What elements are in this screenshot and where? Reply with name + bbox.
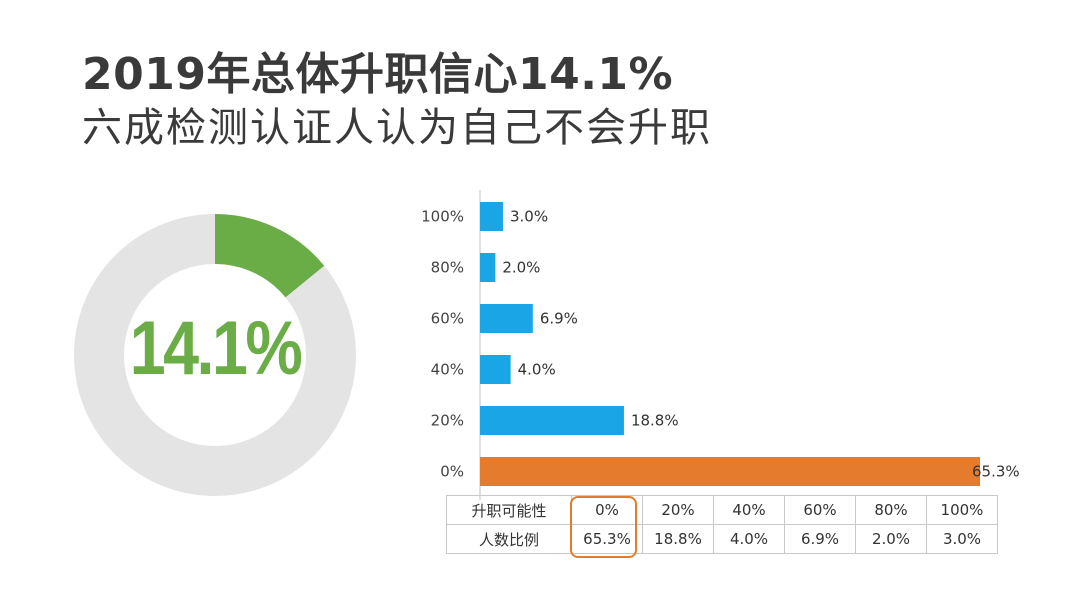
- data-label: 6.9%: [540, 310, 578, 328]
- table-cell: 60%: [784, 495, 856, 525]
- data-label: 65.3%: [972, 463, 1020, 481]
- table-cell: 18.8%: [642, 524, 714, 554]
- table-row: 人数比例 65.3% 18.8% 4.0% 6.9% 2.0% 3.0%: [446, 524, 998, 554]
- table-cell: 4.0%: [713, 524, 785, 554]
- table-cell: 2.0%: [855, 524, 927, 554]
- bar-chart: 100% 3.0% 80% 2.0% 60% 6.9% 40% 4.0% 20% 18.8% 0% 6…: [421, 190, 1020, 500]
- table-row: 升职可能性 0% 20% 40% 60% 80% 100%: [446, 495, 998, 525]
- y-tick-label: 0%: [440, 463, 464, 481]
- table-cell: 80%: [855, 495, 927, 525]
- highlight-box: [570, 496, 637, 558]
- chart-subtitle: 六成检测认证人认为自己不会升职: [82, 105, 712, 151]
- bar: [480, 253, 496, 282]
- data-label: 2.0%: [502, 259, 540, 277]
- y-tick-label: 20%: [431, 412, 464, 430]
- data-label: 4.0%: [518, 361, 556, 379]
- chart-title: 2019年总体升职信心14.1%: [82, 49, 674, 100]
- table-cell: 100%: [926, 495, 998, 525]
- table-cell: 3.0%: [926, 524, 998, 554]
- bar: [480, 457, 980, 486]
- data-table: 升职可能性 0% 20% 40% 60% 80% 100% 人数比例 65.3%…: [446, 495, 998, 554]
- bar: [480, 406, 624, 435]
- table-row-header: 人数比例: [446, 524, 572, 554]
- donut-chart: [74, 214, 356, 496]
- table-cell: 40%: [713, 495, 785, 525]
- table-cell: 65.3%: [571, 524, 643, 554]
- table-cell: 20%: [642, 495, 714, 525]
- y-tick-label: 40%: [431, 361, 464, 379]
- data-label: 18.8%: [631, 412, 679, 430]
- donut-value-label: 14.1%: [129, 306, 303, 391]
- data-label: 3.0%: [510, 208, 548, 226]
- bar: [480, 355, 511, 384]
- bar: [480, 202, 503, 231]
- table-cell: 6.9%: [784, 524, 856, 554]
- donut-value-arc: [214, 214, 325, 299]
- table-row-header: 升职可能性: [446, 495, 572, 525]
- y-tick-label: 60%: [431, 310, 464, 328]
- y-tick-label: 80%: [431, 259, 464, 277]
- table-cell: 0%: [571, 495, 643, 525]
- y-tick-label: 100%: [421, 208, 464, 226]
- bar: [480, 304, 533, 333]
